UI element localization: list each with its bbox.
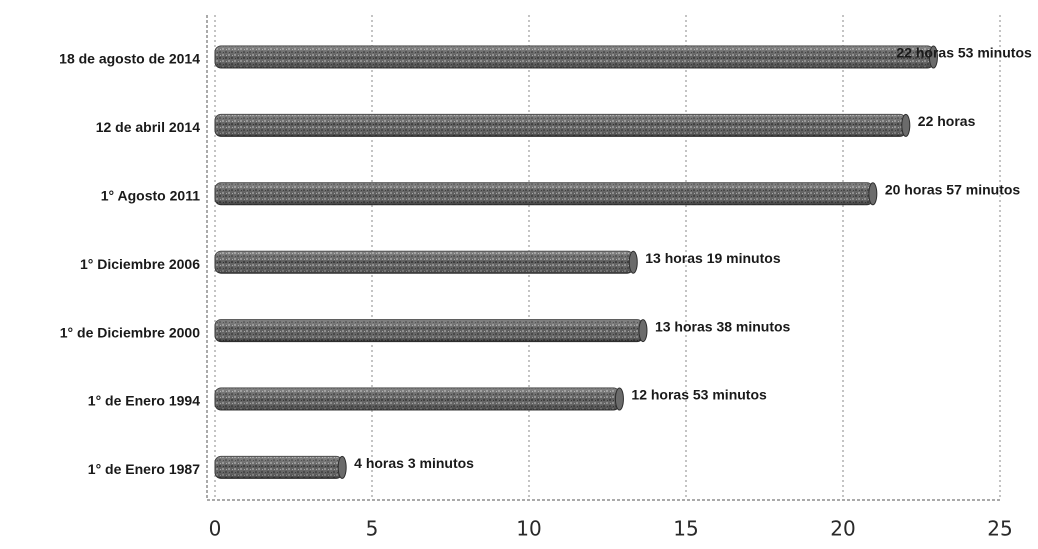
bar — [214, 45, 938, 69]
bars — [214, 45, 938, 479]
data-label: 4 horas 3 minutos — [354, 455, 474, 471]
x-tick-label: 20 — [830, 517, 855, 541]
category-label: 1° de Diciembre 2000 — [60, 324, 200, 340]
x-tick-label: 15 — [673, 517, 698, 541]
category-label: 1° Agosto 2011 — [101, 188, 200, 204]
bar — [214, 250, 638, 274]
x-tick-label: 10 — [516, 517, 541, 541]
data-label: 20 horas 57 minutos — [885, 182, 1021, 198]
data-label: 12 horas 53 minutos — [631, 387, 767, 403]
category-label: 1° de Enero 1994 — [88, 393, 200, 409]
bar — [214, 113, 911, 137]
bar — [214, 387, 624, 411]
category-label: 12 de abril 2014 — [96, 119, 201, 135]
data-label: 13 horas 19 minutos — [645, 250, 781, 266]
bar — [214, 319, 648, 343]
data-label: 22 horas 53 minutos — [896, 45, 1032, 61]
category-label: 1° Diciembre 2006 — [80, 256, 200, 272]
category-label: 1° de Enero 1987 — [88, 461, 200, 477]
bar — [214, 182, 878, 206]
x-tick-label: 5 — [366, 517, 379, 541]
x-tick-label: 0 — [209, 517, 222, 541]
data-label: 13 horas 38 minutos — [655, 318, 791, 334]
x-tick-label: 25 — [987, 517, 1012, 541]
category-label: 18 de agosto de 2014 — [59, 51, 200, 67]
bar — [214, 455, 347, 479]
data-label: 22 horas — [918, 113, 976, 129]
grid-lines — [206, 15, 1001, 501]
labels: 0 5 10 15 20 25 18 de agosto de 2014 22 horas 5… — [59, 45, 1032, 541]
